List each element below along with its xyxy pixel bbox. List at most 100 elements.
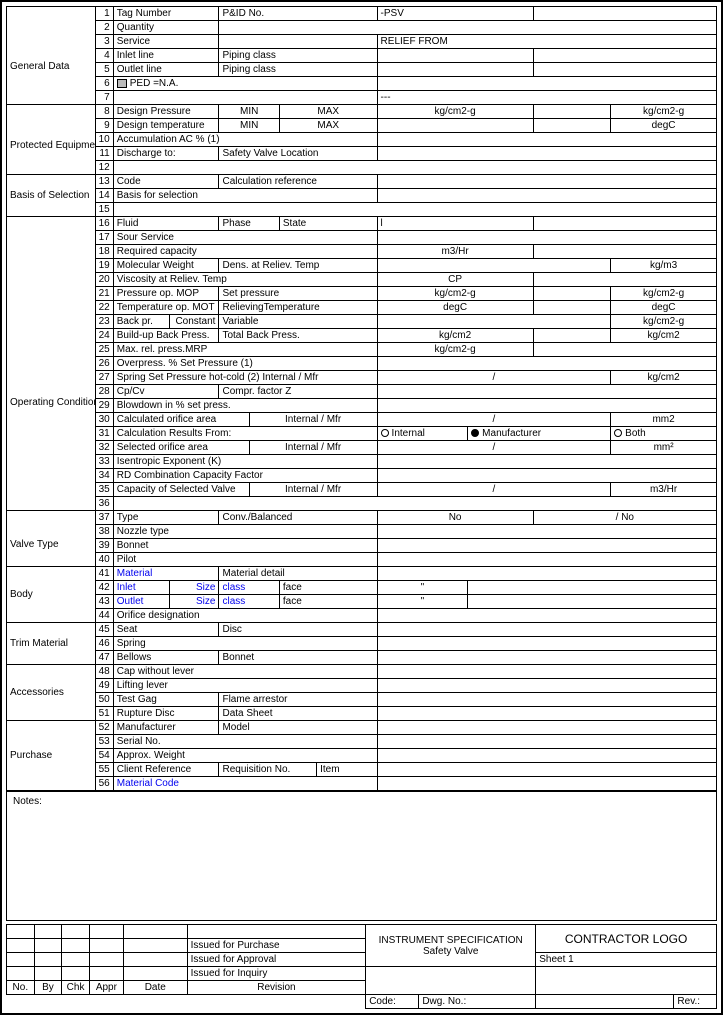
label: Quantity: [113, 21, 219, 35]
label: Design temperature: [113, 119, 219, 133]
label: Pressure op. MOP: [113, 287, 219, 301]
value: RELIEF FROM: [377, 35, 716, 49]
label: Client Reference: [113, 763, 219, 777]
label: Calculation reference: [219, 175, 377, 189]
footer-table: INSTRUMENT SPECIFICATIONSafety Valve CON…: [6, 924, 717, 1009]
label-link: Size: [170, 581, 219, 595]
rev-cell: [7, 925, 35, 939]
label: Phase: [219, 217, 279, 231]
label: Calculation Results From:: [113, 427, 377, 441]
row-num: 42: [95, 581, 113, 595]
rev-cell: [62, 967, 90, 981]
row-num: 24: [95, 329, 113, 343]
radio-manufacturer[interactable]: Manufacturer: [468, 427, 611, 441]
row-num: 1: [95, 7, 113, 21]
value: [533, 49, 716, 63]
rev-cell: [7, 939, 35, 953]
value: [377, 679, 716, 693]
label: Lifting lever: [113, 679, 377, 693]
label: Selected orifice area: [113, 441, 249, 455]
hdr-chk: Chk: [62, 981, 90, 995]
value: [533, 287, 611, 301]
unit: degC: [377, 301, 533, 315]
label: Data Sheet: [219, 707, 377, 721]
radio-both[interactable]: Both: [611, 427, 717, 441]
value: [113, 497, 716, 511]
label: Build-up Back Press.: [113, 329, 219, 343]
row-num: 54: [95, 749, 113, 763]
row-num: 5: [95, 63, 113, 77]
value: [533, 343, 716, 357]
value: l: [377, 217, 533, 231]
label: Service: [113, 35, 219, 49]
label: Spring Set Pressure hot-cold (2) Interna…: [113, 371, 377, 385]
rev-cell: [123, 925, 187, 939]
label: Compr. factor Z: [219, 385, 377, 399]
rev-cell: [34, 967, 62, 981]
label: Fluid: [113, 217, 219, 231]
value: [377, 651, 716, 665]
value: [377, 259, 611, 273]
label: Cp/Cv: [113, 385, 219, 399]
label-link: class: [219, 595, 279, 609]
value: [533, 63, 716, 77]
unit: degC: [611, 301, 717, 315]
unit: kg/m3: [611, 259, 717, 273]
row-num: 44: [95, 609, 113, 623]
label: Variable: [219, 315, 377, 329]
label: Spring: [113, 637, 377, 651]
row-num: 28: [95, 385, 113, 399]
row-num: 21: [95, 287, 113, 301]
label: Design Pressure: [113, 105, 219, 119]
row-num: 41: [95, 567, 113, 581]
unit: kg/cm2: [611, 329, 717, 343]
label: Test Gag: [113, 693, 219, 707]
label: Capacity of Selected Valve: [113, 483, 249, 497]
row-num: 52: [95, 721, 113, 735]
section-general: General Data: [7, 7, 96, 105]
section-trim: Trim Material: [7, 623, 96, 665]
rev-cell: [123, 939, 187, 953]
row-num: 55: [95, 763, 113, 777]
label: Rupture Disc: [113, 707, 219, 721]
row-num: 46: [95, 637, 113, 651]
radio-internal[interactable]: Internal: [377, 427, 468, 441]
rev-cell: [89, 939, 123, 953]
label: Orifice designation: [113, 609, 377, 623]
value: [377, 455, 716, 469]
dwg-area: [366, 967, 536, 995]
unit: kg/cm2-g: [611, 315, 717, 329]
value: [377, 77, 716, 91]
unit: kg/cm2-g: [377, 287, 533, 301]
row-num: 22: [95, 301, 113, 315]
value: [377, 763, 716, 777]
value: [377, 735, 716, 749]
value: [533, 329, 611, 343]
value: [377, 231, 716, 245]
section-basis: Basis of Selection: [7, 175, 96, 217]
value: [377, 385, 716, 399]
value: ": [377, 595, 468, 609]
row-num: 13: [95, 175, 113, 189]
hdr-no: No.: [7, 981, 35, 995]
row-num: 11: [95, 147, 113, 161]
label: Total Back Press.: [219, 329, 377, 343]
rev-cell: [89, 953, 123, 967]
label: Bonnet: [113, 539, 377, 553]
checkbox-icon: [117, 79, 127, 88]
rev-cell: [123, 967, 187, 981]
value: [377, 133, 716, 147]
value: ---: [377, 91, 716, 105]
row-num: 37: [95, 511, 113, 525]
value: [377, 539, 716, 553]
value: [377, 147, 716, 161]
value: -PSV: [377, 7, 533, 21]
row-num: 36: [95, 497, 113, 511]
value: [377, 49, 533, 63]
label: Accumulation AC % (1): [113, 133, 377, 147]
row-num: 30: [95, 413, 113, 427]
rev-cell: [62, 953, 90, 967]
value: /: [377, 441, 611, 455]
row-num: 15: [95, 203, 113, 217]
label: Blowdown in % set press.: [113, 399, 377, 413]
